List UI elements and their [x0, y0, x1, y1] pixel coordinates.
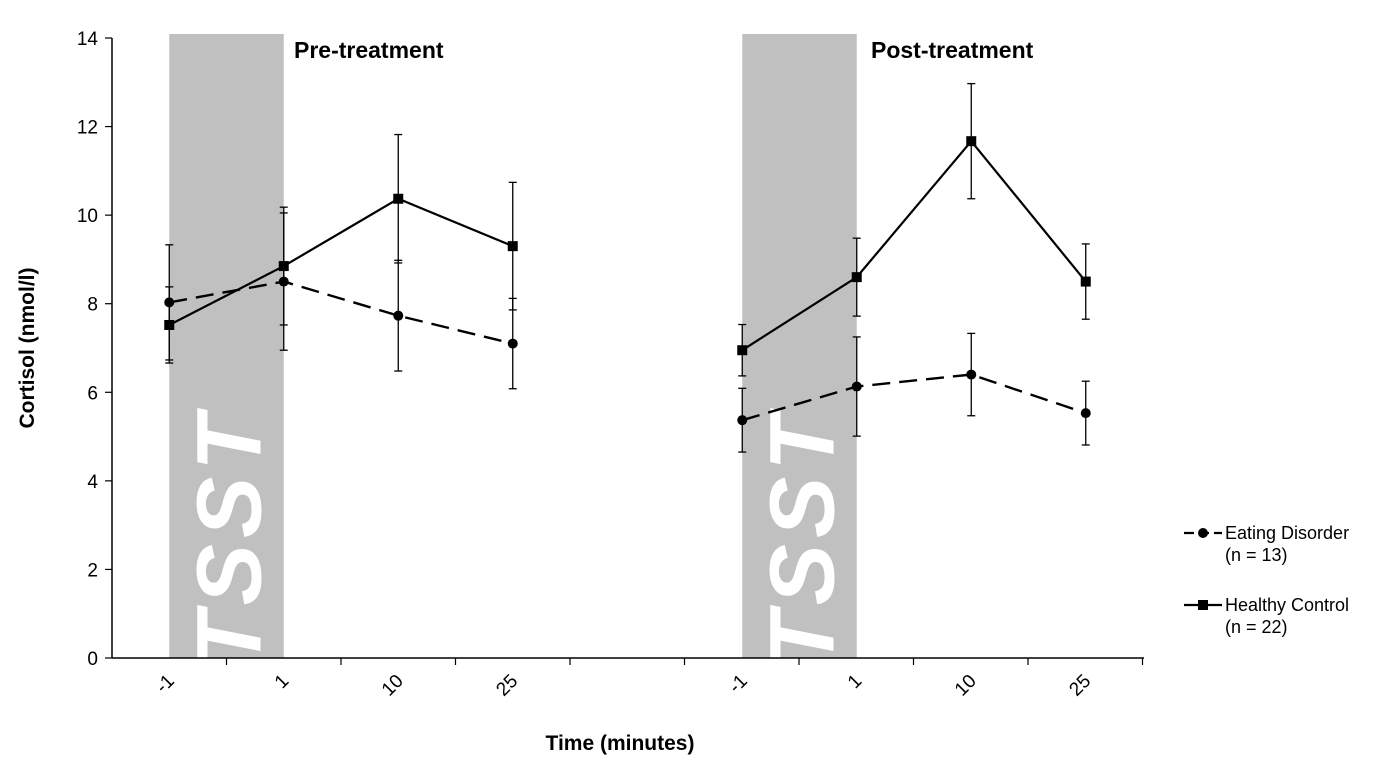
y-tick-label-10: 10: [77, 206, 98, 227]
legend-eating-disorder-swatch-marker: [1198, 528, 1208, 538]
legend-healthy-control-swatch-marker: [1198, 600, 1208, 610]
eating-disorder-line-panel-1: [169, 280, 514, 345]
y-tick-label-12: 12: [77, 118, 98, 139]
y-tick-label-0: 0: [87, 649, 98, 670]
y-tick-label-2: 2: [87, 560, 98, 581]
x-tick-label-2-25: 25: [1065, 671, 1095, 701]
y-tick-label-4: 4: [87, 472, 98, 493]
panel-label-2: Post-treatment: [871, 37, 1034, 63]
x-tick-label-2-10: 10: [951, 671, 981, 701]
healthy-control-point: [851, 272, 862, 283]
legend-healthy-control-sublabel: (n = 22): [1225, 617, 1288, 637]
healthy-control-point: [164, 319, 175, 330]
eating-disorder-point: [966, 369, 977, 380]
x-tick-label-1-10: 10: [378, 671, 408, 701]
healthy-control-line-panel-2: [741, 139, 1087, 352]
healthy-control-point: [1080, 276, 1091, 287]
panel-label-1: Pre-treatment: [294, 37, 444, 63]
y-tick-label-6: 6: [87, 383, 98, 404]
healthy-control-line-panel-1: [168, 197, 514, 326]
healthy-control-point: [966, 136, 977, 147]
y-tick-label-14: 14: [77, 29, 99, 50]
legend-eating-disorder-label: Eating Disorder: [1225, 523, 1349, 543]
x-tick-label-1-1: 1: [271, 671, 293, 693]
y-axis-title: Cortisol (nmol/l): [16, 268, 39, 429]
eating-disorder-point: [1080, 408, 1091, 419]
x-axis-title: Time (minutes): [546, 732, 695, 755]
x-tick-label-2--1: -1: [725, 671, 752, 698]
eating-disorder-point: [737, 415, 748, 426]
tsst-label-1: TSST: [179, 408, 281, 668]
healthy-control-point: [737, 345, 748, 356]
y-tick-label-8: 8: [87, 295, 98, 316]
eating-disorder-point: [851, 381, 862, 392]
tsst-label-2: TSST: [752, 408, 854, 668]
eating-disorder-line-panel-2: [741, 373, 1087, 422]
healthy-control-point: [278, 261, 289, 272]
x-tick-label-1--1: -1: [152, 671, 179, 698]
healthy-control-point: [393, 193, 404, 204]
legend-eating-disorder-sublabel: (n = 13): [1225, 545, 1288, 565]
x-tick-label-1-25: 25: [492, 671, 522, 701]
x-tick-label-2-1: 1: [844, 671, 866, 693]
eating-disorder-point: [393, 310, 404, 321]
eating-disorder-point: [507, 338, 518, 349]
tsst-shaded-region-1: [169, 34, 284, 658]
tsst-shaded-region-2: [742, 34, 857, 658]
legend-healthy-control-label: Healthy Control: [1225, 595, 1349, 615]
healthy-control-point: [507, 241, 518, 252]
